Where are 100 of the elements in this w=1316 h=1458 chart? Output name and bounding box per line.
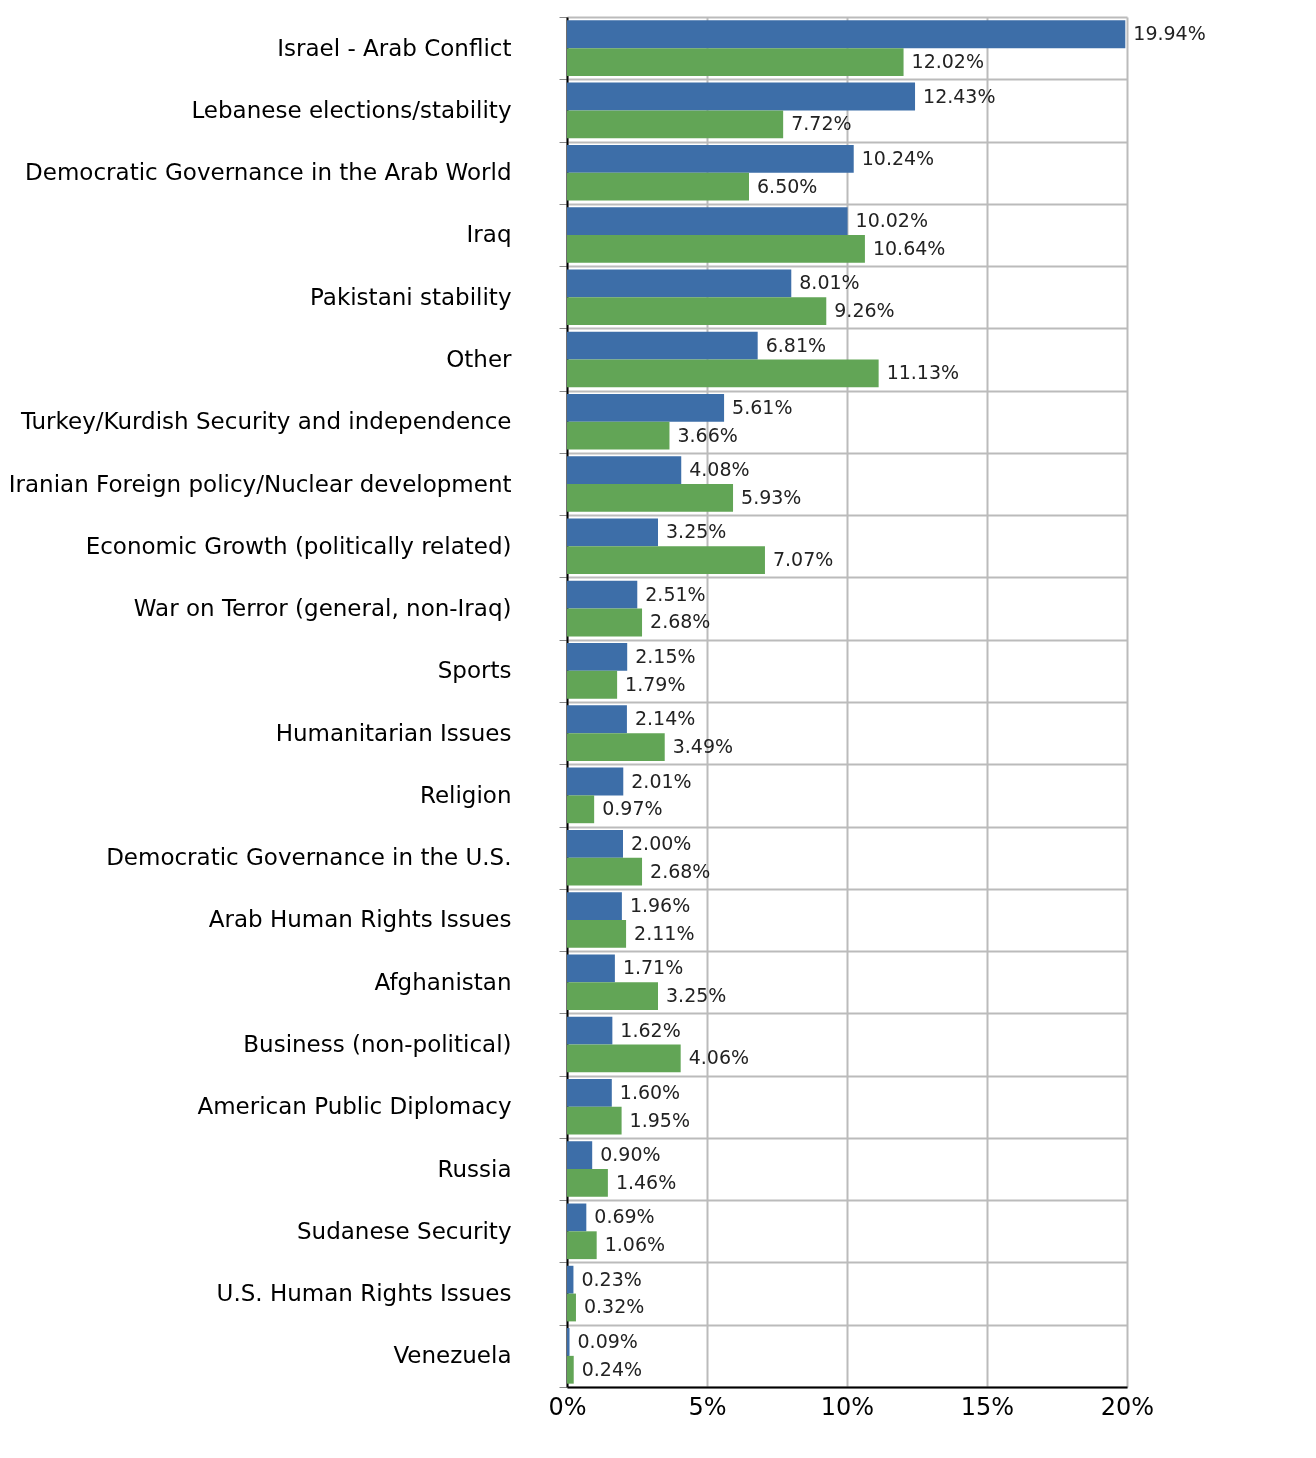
- bar: [567, 1106, 622, 1135]
- y-tick-label: Russia: [437, 1155, 512, 1182]
- x-tick-label: 5%: [688, 1392, 727, 1421]
- bar: [567, 518, 658, 547]
- data-label: 7.72%: [791, 112, 852, 135]
- data-label: 1.96%: [629, 894, 691, 917]
- y-tick-label: War on Terror (general, non-Iraq): [133, 595, 512, 622]
- data-label: 10.02%: [855, 209, 929, 232]
- bar: [567, 1044, 681, 1073]
- bar: [567, 1265, 574, 1294]
- y-tick-label: Turkey/Kurdish Security and independence: [19, 408, 512, 435]
- bar: [567, 1169, 608, 1197]
- y-tick-label: U.S. Human Rights Issues: [216, 1280, 512, 1307]
- data-label: 2.68%: [650, 859, 711, 882]
- y-tick-label: Iraq: [466, 221, 512, 248]
- bar: [567, 110, 784, 139]
- bar: [567, 546, 765, 575]
- y-tick-label: Sports: [437, 657, 512, 684]
- bar: [567, 767, 624, 796]
- data-label: 0.90%: [600, 1143, 661, 1166]
- bar: [567, 484, 734, 512]
- data-label: 0.09%: [577, 1329, 638, 1352]
- data-label: 0.32%: [583, 1295, 645, 1318]
- x-tick-label: 10%: [820, 1392, 875, 1421]
- y-tick-label: Religion: [419, 781, 512, 808]
- data-label: 5.61%: [732, 395, 793, 418]
- y-tick-label: Venezuela: [393, 1342, 512, 1369]
- bar: [567, 643, 628, 671]
- bar: [567, 20, 1126, 49]
- bar: [567, 144, 854, 173]
- x-tick-label: 20%: [1100, 1392, 1155, 1421]
- data-label: 9.26%: [834, 299, 895, 322]
- data-label: 11.13%: [886, 361, 960, 384]
- bar: [567, 919, 627, 948]
- data-label: 7.07%: [772, 548, 834, 571]
- data-label: 1.71%: [622, 956, 684, 979]
- data-label: 0.23%: [581, 1267, 642, 1290]
- data-label: 1.46%: [615, 1170, 677, 1193]
- bar: [567, 359, 879, 388]
- y-tick-label: Humanitarian Issues: [275, 719, 512, 746]
- data-label: 1.60%: [619, 1080, 681, 1103]
- y-tick-label: American Public Diplomacy: [197, 1093, 512, 1120]
- bar: [567, 1016, 613, 1045]
- data-label: 2.11%: [634, 921, 695, 944]
- bar: [567, 608, 643, 637]
- y-tick-label: Democratic Governance in the Arab World: [25, 159, 512, 186]
- y-tick-label: Iranian Foreign policy/Nuclear development: [8, 470, 512, 497]
- bar: [567, 982, 658, 1011]
- bar: [567, 269, 792, 298]
- bar: [567, 172, 749, 201]
- data-label: 12.43%: [923, 84, 996, 107]
- y-tick-label: Pakistani stability: [309, 283, 512, 310]
- bar: [567, 82, 916, 111]
- data-label: 2.14%: [634, 707, 696, 730]
- bar: [567, 393, 725, 422]
- data-label: 5.93%: [741, 485, 802, 508]
- data-label: 2.51%: [645, 582, 706, 605]
- data-label: 12.02%: [911, 50, 985, 73]
- bar: [567, 48, 904, 76]
- bar: [567, 829, 623, 858]
- bar: [567, 207, 848, 235]
- bar: [567, 954, 615, 983]
- bar: [567, 580, 638, 609]
- data-label: 4.08%: [689, 458, 750, 481]
- bar: [567, 1203, 587, 1232]
- bar: [567, 1355, 574, 1384]
- y-tick-label: Afghanistan: [374, 968, 512, 995]
- data-label: 3.66%: [677, 423, 738, 446]
- bar: [567, 705, 627, 734]
- bar: [567, 1328, 570, 1356]
- bar: [567, 1141, 593, 1170]
- data-label: 6.50%: [757, 174, 818, 197]
- data-label: 19.94%: [1133, 22, 1206, 45]
- data-label: 1.06%: [604, 1233, 666, 1256]
- data-label: 3.25%: [666, 984, 727, 1007]
- data-label: 2.00%: [631, 831, 692, 854]
- data-label: 10.24%: [861, 146, 935, 169]
- bar: [567, 331, 758, 360]
- y-tick-label: Other: [446, 346, 513, 372]
- y-tick-label: Lebanese elections/stability: [191, 96, 512, 123]
- y-tick-label: Arab Human Rights Issues: [208, 906, 512, 933]
- data-label: 1.62%: [620, 1018, 681, 1041]
- bar: [567, 857, 643, 886]
- data-label: 3.49%: [672, 735, 734, 758]
- data-label: 1.95%: [629, 1108, 690, 1131]
- bar: [567, 234, 865, 263]
- data-label: 8.01%: [799, 271, 860, 294]
- bar: [567, 733, 665, 761]
- data-label: 4.06%: [688, 1046, 750, 1069]
- data-label: 3.25%: [666, 520, 727, 543]
- data-label: 2.15%: [635, 644, 696, 667]
- data-label: 6.81%: [765, 333, 827, 356]
- y-tick-label: Economic Growth (politically related): [85, 532, 512, 559]
- data-label: 2.68%: [650, 610, 711, 633]
- y-tick-label: Sudanese Security: [297, 1217, 512, 1244]
- y-tick-label: Israel - Arab Conflict: [277, 34, 512, 61]
- x-tick-label: 0%: [548, 1392, 587, 1421]
- x-tick-label: 15%: [960, 1392, 1015, 1421]
- data-label: 0.97%: [602, 797, 663, 820]
- data-label: 1.79%: [625, 672, 686, 695]
